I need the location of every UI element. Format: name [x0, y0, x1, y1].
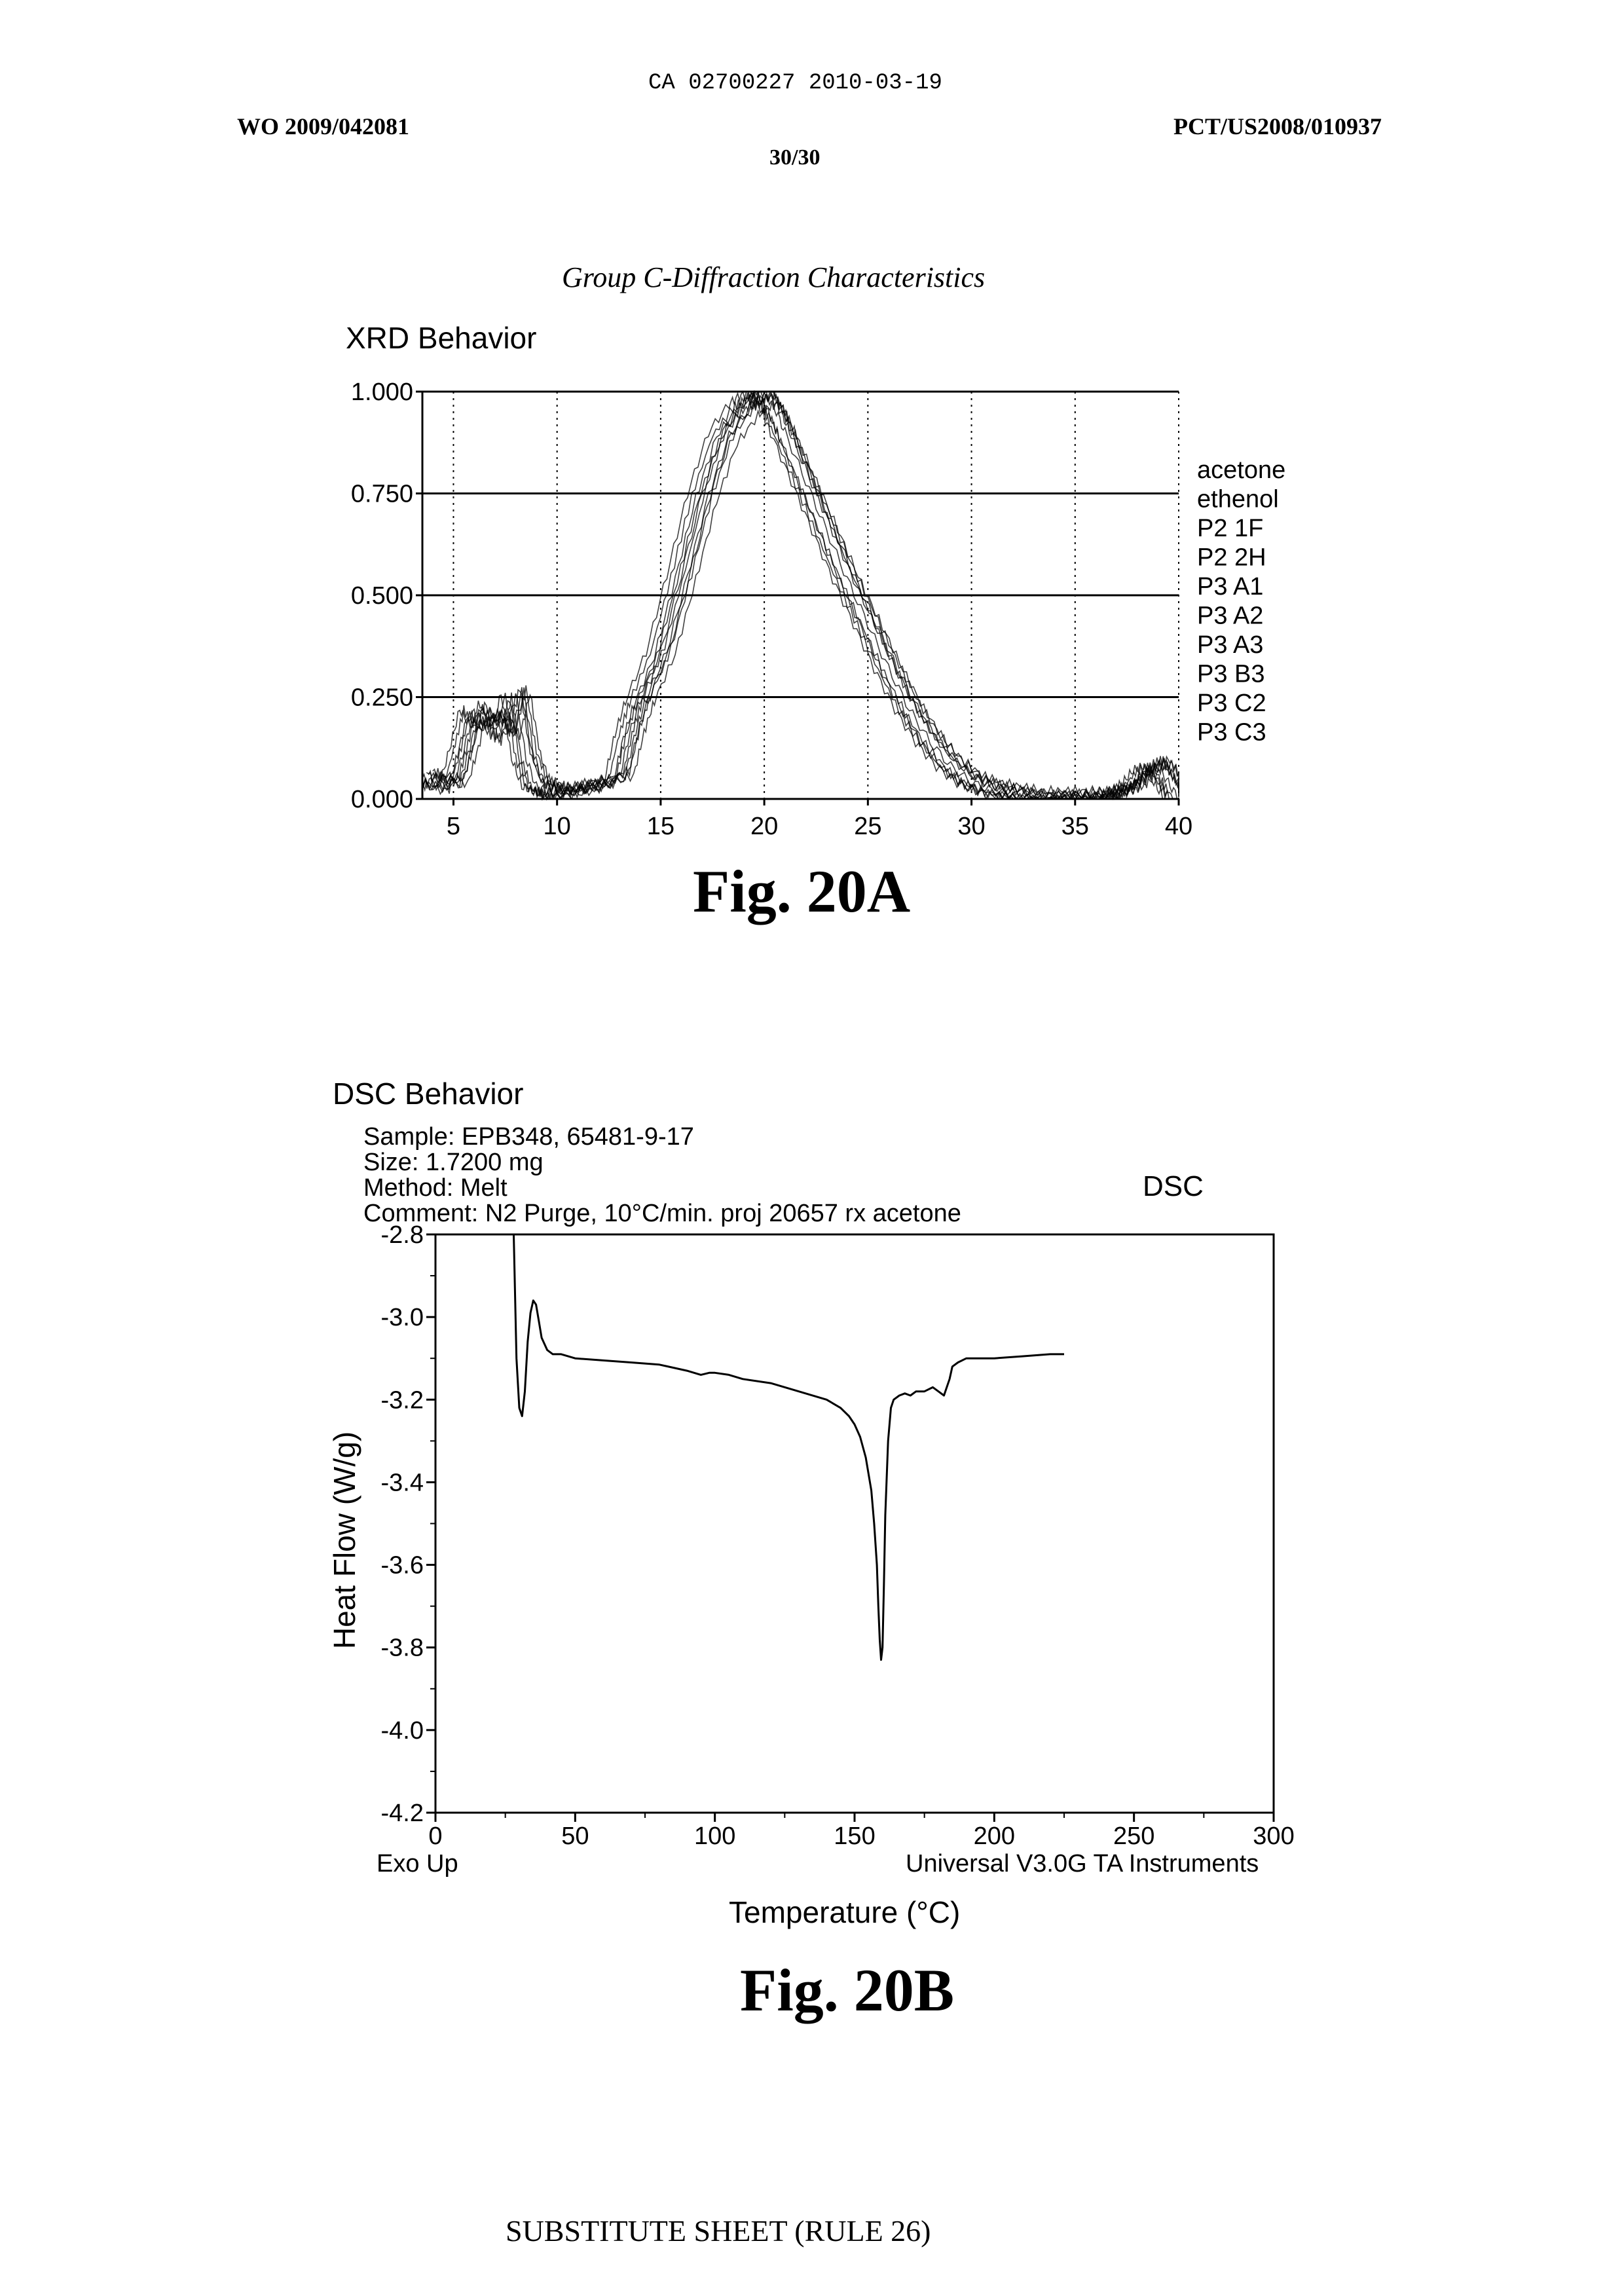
dsc-y-tick-label: -3.0 [381, 1304, 424, 1331]
dsc-x-tick-label: 150 [834, 1822, 875, 1850]
dsc-info-block: Sample: EPB348, 65481-9-17 Size: 1.7200 … [363, 1123, 961, 1227]
dsc-corner-label: DSC [1143, 1170, 1204, 1202]
fig-20b-label: Fig. 20B [740, 1955, 954, 2025]
dsc-x-tick-label: 50 [561, 1822, 589, 1850]
dsc-info-sample: Sample: EPB348, 65481-9-17 [363, 1123, 694, 1151]
dsc-x-tick-label: 250 [1113, 1822, 1154, 1850]
dsc-frame: -2.8 -3.0 -3.2 -3.4 -3.6 -3.8 -4.0 -4.20 50 100 15… [381, 1221, 1295, 1850]
dsc-series-group [514, 1234, 1065, 1660]
dsc-chart: DSC Behavior Sample: EPB348, 65481-9-17 … [0, 0, 1624, 1965]
dsc-y-tick-label: -2.8 [381, 1221, 424, 1249]
dsc-x-tick-label: 200 [974, 1822, 1015, 1850]
dsc-xlabel: Temperature (°C) [729, 1895, 960, 1929]
dsc-title: DSC Behavior [333, 1077, 523, 1111]
dsc-y-tick-label: -3.2 [381, 1386, 424, 1414]
dsc-y-tick-label: -4.0 [381, 1717, 424, 1745]
dsc-heat-flow-line [514, 1234, 1065, 1660]
dsc-y-tick-label: -4.2 [381, 1800, 424, 1827]
dsc-info-method: Method: Melt [363, 1174, 507, 1202]
page-footer: SUBSTITUTE SHEET (RULE 26) [506, 2213, 931, 2248]
dsc-y-tick-label: -3.8 [381, 1635, 424, 1662]
dsc-info-size: Size: 1.7200 mg [363, 1149, 544, 1176]
dsc-info-comment: Comment: N2 Purge, 10°C/min. proj 20657 … [363, 1200, 961, 1227]
dsc-x-tick-label: 100 [694, 1822, 735, 1850]
dsc-y-tick-label: -3.4 [381, 1469, 424, 1496]
dsc-x-tick-label: 300 [1253, 1822, 1294, 1850]
dsc-y-tick-label: -3.6 [381, 1552, 424, 1580]
dsc-ylabel: Heat Flow (W/g) [327, 1432, 361, 1649]
dsc-plot-frame [435, 1234, 1274, 1813]
dsc-footnote-right: Universal V3.0G TA Instruments [906, 1850, 1259, 1878]
dsc-footnote-left: Exo Up [377, 1850, 458, 1878]
dsc-x-tick-label: 0 [428, 1822, 442, 1850]
